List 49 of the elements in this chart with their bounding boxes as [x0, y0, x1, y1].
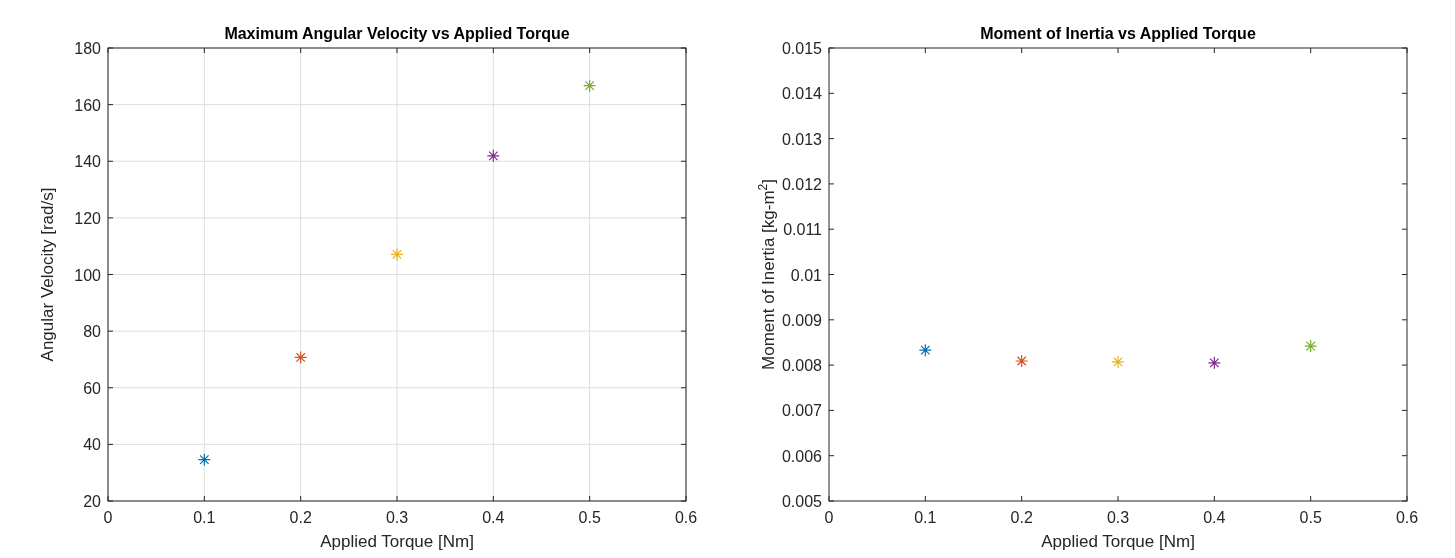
x-axis-title: Applied Torque [Nm] — [1041, 532, 1195, 551]
y-tick-label: 0.015 — [781, 40, 823, 57]
y-tick-label: 0.012 — [781, 175, 823, 193]
x-tick-label: 0 — [824, 509, 834, 526]
point — [1015, 354, 1029, 368]
y-tick-label: 140 — [74, 153, 102, 171]
point — [918, 343, 932, 357]
y-tick-label: 0.011 — [783, 221, 823, 239]
point — [583, 79, 597, 93]
y-tick-label: 0.007 — [781, 402, 823, 420]
x-tick-label: 0.2 — [289, 509, 312, 526]
x-tick-label: 0.5 — [1299, 509, 1322, 526]
x-tick-label: 0 — [103, 509, 113, 526]
y-tick-label: 0.006 — [781, 447, 823, 465]
point — [1207, 356, 1221, 370]
y-tick-label: 0.013 — [781, 130, 823, 148]
y-tick-label: 100 — [74, 266, 102, 284]
x-tick-label: 0.3 — [385, 509, 409, 526]
chart-title: Maximum Angular Velocity vs Applied Torque — [224, 25, 570, 42]
point — [1111, 355, 1125, 369]
point — [197, 453, 211, 467]
x-tick-label: 0.3 — [1106, 509, 1130, 526]
x-tick-label: 0.5 — [578, 509, 601, 526]
chart-title: Moment of Inertia vs Applied Torque — [980, 25, 1256, 42]
x-tick-label: 0.4 — [1203, 509, 1226, 526]
y-tick-label: 0.005 — [781, 493, 823, 510]
x-tick-label: 0.4 — [482, 509, 505, 526]
x-tick-label: 0.1 — [914, 509, 937, 526]
y-tick-label: 40 — [83, 436, 102, 454]
x-tick-label: 0.6 — [1395, 509, 1419, 526]
y-tick-label: 0.014 — [781, 85, 823, 103]
y-axis-title: Angular Velocity [rad/s] — [38, 187, 57, 362]
x-tick-label: 0.2 — [1010, 509, 1033, 526]
y-tick-label: 0.008 — [781, 357, 823, 375]
point — [390, 247, 404, 261]
y-tick-label: 20 — [83, 493, 102, 510]
y-tick-label: 0.009 — [781, 311, 823, 329]
point — [486, 149, 500, 163]
x-tick-label: 0.1 — [193, 509, 216, 526]
y-tick-label: 80 — [83, 323, 102, 341]
y-tick-label: 0.01 — [790, 266, 823, 284]
point — [1304, 339, 1318, 353]
y-tick-label: 60 — [83, 379, 102, 397]
x-axis-title: Applied Torque [Nm] — [320, 532, 474, 551]
y-tick-label: 120 — [74, 209, 102, 227]
y-tick-label: 180 — [74, 40, 102, 57]
point — [294, 350, 308, 365]
x-tick-label: 0.6 — [674, 509, 698, 526]
y-tick-label: 160 — [74, 96, 102, 114]
